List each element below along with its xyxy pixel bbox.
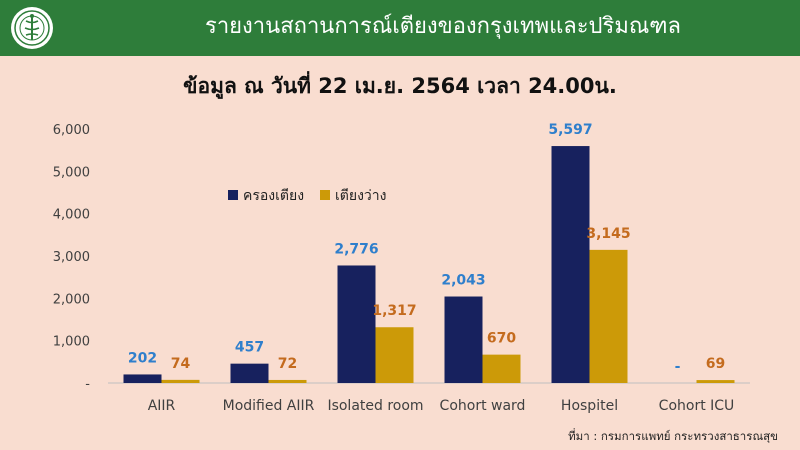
bar-occupied bbox=[123, 374, 162, 383]
chart-subtitle: ข้อมูล ณ วันที่ 22 เม.ย. 2564 เวลา 24.00… bbox=[183, 74, 617, 98]
source-note: ที่มา : กรมการแพทย์ กระทรวงสาธารณสุข bbox=[568, 429, 778, 443]
x-tick-label: Isolated room bbox=[327, 398, 423, 414]
y-tick-label: 4,000 bbox=[53, 208, 90, 223]
bar-occupied bbox=[230, 363, 269, 383]
bar-available bbox=[696, 380, 735, 383]
x-tick-label: Cohort ward bbox=[440, 398, 526, 414]
data-label: 74 bbox=[171, 356, 191, 372]
data-label: 3,145 bbox=[586, 226, 630, 242]
legend-label: ครองเตียง bbox=[243, 188, 304, 204]
bar-available bbox=[589, 249, 628, 383]
bar-occupied bbox=[444, 296, 483, 383]
x-tick-label: Hospitel bbox=[561, 398, 618, 414]
bar-available bbox=[375, 327, 414, 383]
data-label: 202 bbox=[128, 350, 157, 366]
data-label: 5,597 bbox=[548, 122, 592, 138]
data-label: 2,776 bbox=[334, 241, 378, 257]
x-tick-label: Modified AIIR bbox=[223, 398, 315, 414]
data-label: 1,317 bbox=[372, 303, 416, 319]
bar-occupied bbox=[337, 265, 376, 383]
data-label: 2,043 bbox=[441, 273, 485, 289]
y-tick-label: 2,000 bbox=[53, 292, 90, 307]
data-label: 670 bbox=[487, 331, 516, 347]
bar-available bbox=[268, 379, 307, 383]
x-tick-label: Cohort ICU bbox=[659, 398, 735, 414]
y-tick-label: 1,000 bbox=[53, 335, 90, 350]
y-tick-label: 5,000 bbox=[53, 165, 90, 180]
legend-label: เตียงว่าง bbox=[335, 188, 386, 204]
data-label: 457 bbox=[235, 340, 264, 356]
bar-available bbox=[482, 354, 521, 383]
y-tick-label: 3,000 bbox=[53, 250, 90, 265]
legend-swatch bbox=[320, 190, 330, 200]
data-label: - bbox=[675, 359, 681, 375]
y-tick-label: 6,000 bbox=[53, 123, 90, 138]
data-label: 72 bbox=[278, 356, 297, 372]
header-bar: รายงานสถานการณ์เตียงของกรุงเทพและปริมณฑล bbox=[0, 0, 800, 56]
data-label: 69 bbox=[706, 356, 725, 372]
legend-swatch bbox=[228, 190, 238, 200]
bar-occupied bbox=[551, 146, 590, 383]
bar-available bbox=[161, 379, 200, 383]
ministry-seal-icon bbox=[11, 7, 53, 49]
y-tick-label: - bbox=[85, 377, 90, 392]
x-tick-label: AIIR bbox=[148, 398, 176, 414]
page-title: รายงานสถานการณ์เตียงของกรุงเทพและปริมณฑล bbox=[205, 14, 681, 39]
